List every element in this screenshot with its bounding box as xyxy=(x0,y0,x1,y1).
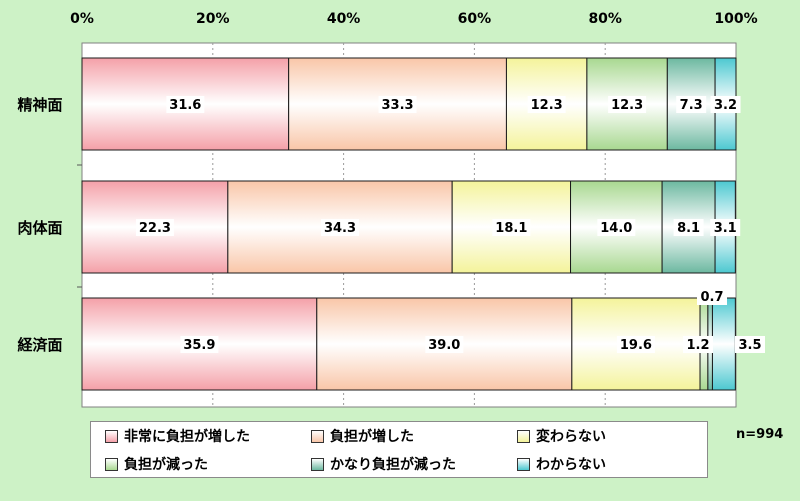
x-tick-label: 100% xyxy=(714,11,757,27)
legend-item: 非常に負担が増した xyxy=(105,422,311,450)
sample-size-note: n=994 xyxy=(736,427,784,442)
value-label: 34.3 xyxy=(324,221,356,236)
value-label: 0.7 xyxy=(700,290,723,305)
value-label: 8.1 xyxy=(677,221,700,236)
value-label-bg xyxy=(616,336,655,353)
legend-label: かなり負担が減った xyxy=(330,457,456,473)
bar-segment xyxy=(666,57,716,151)
value-label: 12.3 xyxy=(611,98,643,113)
legend-label: 非常に負担が増した xyxy=(124,429,250,445)
x-tick-label: 20% xyxy=(196,11,230,27)
category-label: 肉体面 xyxy=(17,219,62,237)
value-label-bg xyxy=(321,219,360,236)
value-label: 3.2 xyxy=(714,98,737,113)
legend-label: 負担が減った xyxy=(124,457,208,473)
legend: 非常に負担が増した 負担が増した 変わらない負担が減った かなり負担が減った わからない xyxy=(90,421,708,478)
value-label-bg xyxy=(135,219,174,236)
value-label: 3.1 xyxy=(714,221,737,236)
legend-label: 変わらない xyxy=(536,429,606,445)
bar-segment xyxy=(711,297,736,391)
value-label: 7.3 xyxy=(680,98,703,113)
legend-swatch xyxy=(105,429,118,443)
legend-swatch xyxy=(311,429,324,443)
value-label: 18.1 xyxy=(495,221,527,236)
legend-label: 負担が増した xyxy=(330,429,414,445)
value-label-bg xyxy=(180,336,219,353)
value-label: 39.0 xyxy=(428,338,460,353)
value-label: 33.3 xyxy=(382,98,414,113)
value-label: 14.0 xyxy=(600,221,632,236)
value-label-bg xyxy=(710,96,741,113)
x-tick-label: 80% xyxy=(588,11,622,27)
value-label-bg xyxy=(673,219,704,236)
legend-item: わからない xyxy=(517,450,723,478)
legend-swatch xyxy=(517,457,530,471)
value-label: 31.6 xyxy=(169,98,201,113)
value-label-bg xyxy=(425,336,464,353)
value-label-bg xyxy=(492,219,531,236)
value-label: 3.5 xyxy=(738,338,761,353)
value-label-bg xyxy=(676,96,707,113)
category-label: 精神面 xyxy=(17,96,62,114)
x-tick-label: 40% xyxy=(327,11,361,27)
legend-item: かなり負担が減った xyxy=(311,450,517,478)
category-label: 経済面 xyxy=(17,336,62,354)
legend-item: 変わらない xyxy=(517,422,723,450)
value-label: 35.9 xyxy=(183,338,215,353)
legend-item: 負担が減った xyxy=(105,450,311,478)
legend-item: 負担が増した xyxy=(311,422,517,450)
value-label-bg xyxy=(735,336,765,353)
legend-swatch xyxy=(311,457,324,471)
value-label-bg xyxy=(697,288,727,305)
value-label-bg xyxy=(166,96,205,113)
value-label: 22.3 xyxy=(139,221,171,236)
value-label-bg xyxy=(378,96,417,113)
value-label-bg xyxy=(710,219,741,236)
value-label: 12.3 xyxy=(531,98,563,113)
legend-swatch xyxy=(105,457,118,471)
x-tick-label: 0% xyxy=(70,11,94,27)
value-label-bg xyxy=(597,219,636,236)
value-label: 19.6 xyxy=(620,338,652,353)
legend-swatch xyxy=(517,429,530,443)
value-label: 1.2 xyxy=(686,338,709,353)
value-label-bg xyxy=(683,336,713,353)
x-tick-label: 60% xyxy=(458,11,492,27)
legend-label: わからない xyxy=(536,457,606,473)
value-label-bg xyxy=(527,96,566,113)
value-label-bg xyxy=(608,96,647,113)
